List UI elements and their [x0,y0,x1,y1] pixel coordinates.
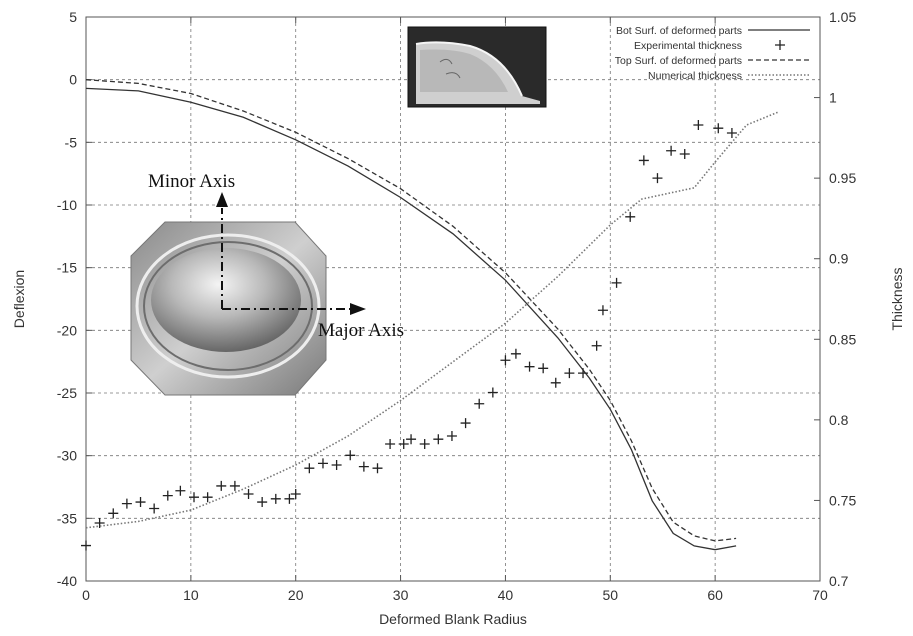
y2-tick-label: 0.7 [829,573,849,589]
x-tick-label: 30 [393,587,409,603]
y2-tick-label: 0.85 [829,331,856,347]
y-tick-label: -30 [57,448,77,464]
y2-axis-title: Thickness [889,267,905,330]
x-axis-title: Deformed Blank Radius [379,611,527,627]
x-tick-label: 20 [288,587,304,603]
y2-tick-label: 0.75 [829,492,856,508]
y-axis-title: Deflexion [11,270,27,328]
minor-axis-label: Minor Axis [148,171,235,192]
y-tick-label: -15 [57,260,77,276]
x-tick-label: 70 [812,587,828,603]
x-tick-label: 10 [183,587,199,603]
y-tick-label: -10 [57,197,77,213]
y2-tick-label: 0.8 [829,412,849,428]
inset-photo-side-view [408,27,546,107]
legend-label: Bot Surf. of deformed parts [616,25,742,37]
y2-tick-label: 0.95 [829,170,856,186]
x-tick-label: 40 [498,587,514,603]
x-tick-label: 0 [82,587,90,603]
y-tick-label: -25 [57,385,77,401]
legend-label: Top Surf. of deformed parts [615,55,742,67]
y-tick-label: 5 [69,9,77,25]
y2-tick-label: 0.9 [829,251,849,267]
legend-label: Numerical thickness [648,70,742,82]
y-tick-label: -20 [57,322,77,338]
y-tick-label: -5 [65,134,78,150]
y-tick-label: -35 [57,510,77,526]
y-tick-label: -40 [57,573,77,589]
y2-tick-label: 1 [829,90,837,106]
x-tick-label: 50 [602,587,618,603]
y2-tick-label: 1.05 [829,9,856,25]
major-axis-label: Major Axis [318,320,404,341]
x-tick-label: 60 [707,587,723,603]
y-tick-label: 0 [69,72,77,88]
legend-label: Experimental thickness [634,40,742,52]
